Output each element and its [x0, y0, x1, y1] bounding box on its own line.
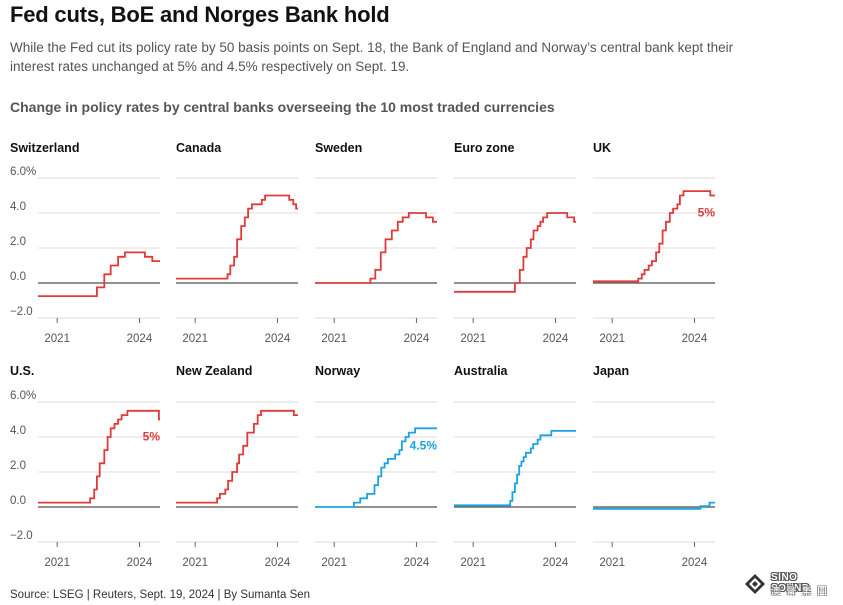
panel-label-japan: Japan — [593, 364, 629, 378]
x-tick-label-sweden: 2021 — [321, 333, 347, 345]
logo-diamond-icon — [745, 574, 765, 594]
chart-title: Fed cuts, BoE and Norges Bank hold — [10, 2, 390, 27]
panel-label-canada: Canada — [176, 141, 222, 155]
y-tick-label: 2.0 — [10, 460, 26, 472]
x-tick-label-euro-zone: 2021 — [460, 333, 486, 345]
panel-label-sweden: Sweden — [315, 141, 362, 155]
series-line-australia — [454, 430, 576, 507]
chart-subtitle: While the Fed cut its policy rate by 50 … — [10, 40, 734, 74]
x-tick-label-switzerland: 2024 — [127, 333, 153, 345]
x-tick-label-uk: 2021 — [599, 333, 625, 345]
logo-name: SINO SOUND — [771, 572, 810, 594]
x-tick-label-uk: 2024 — [682, 333, 708, 345]
series-line-canada — [176, 194, 298, 280]
series-line-norway — [315, 427, 437, 508]
x-tick-label-norway: 2021 — [321, 557, 347, 569]
x-tick-label-new-zealand: 2024 — [265, 557, 291, 569]
series-line-u-s — [38, 409, 160, 504]
annotation-uk: 5% — [698, 206, 716, 220]
panel-label-switzerland: Switzerland — [10, 141, 79, 155]
y-tick-label: 6.0% — [10, 390, 36, 402]
series-line-sweden — [315, 212, 437, 284]
panel-label-new-zealand: New Zealand — [176, 364, 252, 378]
x-tick-label-norway: 2024 — [404, 557, 430, 569]
y-tick-label: 4.0 — [10, 425, 26, 437]
y-tick-label: 0.0 — [10, 271, 26, 283]
panel-label-australia: Australia — [454, 364, 509, 378]
y-tick-label: −2.0 — [10, 530, 33, 542]
x-tick-label-japan: 2024 — [682, 557, 708, 569]
x-tick-label-u-s: 2024 — [127, 557, 153, 569]
y-tick-label: −2.0 — [10, 306, 33, 318]
x-tick-label-switzerland: 2021 — [44, 333, 70, 345]
x-tick-label-japan: 2021 — [599, 557, 625, 569]
x-tick-label-australia: 2021 — [460, 557, 486, 569]
small-multiples-charts: Switzerland 2021 2024 −2.0 0.0 2.0 4.0 6.0% Cana… — [10, 141, 716, 569]
y-tick-label: 0.0 — [10, 495, 26, 507]
annotation-u-s: 5% — [143, 430, 161, 444]
series-line-switzerland — [38, 251, 160, 297]
x-tick-label-sweden: 2024 — [404, 333, 430, 345]
annotation-norway: 4.5% — [410, 438, 438, 452]
panel-label-euro-zone: Euro zone — [454, 141, 514, 155]
x-tick-label-euro-zone: 2024 — [543, 333, 569, 345]
panel-label-norway: Norway — [315, 364, 360, 378]
x-tick-label-canada: 2024 — [265, 333, 291, 345]
series-line-uk — [593, 190, 715, 283]
x-tick-label-australia: 2024 — [543, 557, 569, 569]
panel-label-uk: UK — [593, 141, 611, 155]
sino-sound-logo: SINO SOUND 澳 聲 集 團 — [745, 572, 837, 598]
y-tick-label: 4.0 — [10, 201, 26, 213]
logo-chinese-name: 澳 聲 集 團 — [771, 586, 829, 596]
series-line-new-zealand — [176, 409, 298, 504]
x-tick-label-new-zealand: 2021 — [182, 557, 208, 569]
y-tick-label: 2.0 — [10, 236, 26, 248]
y-tick-label: 6.0% — [10, 166, 36, 178]
series-line-euro-zone — [454, 212, 576, 293]
source-note: Source: LSEG | Reuters, Sept. 19, 2024 |… — [10, 589, 311, 601]
x-tick-label-u-s: 2021 — [44, 557, 70, 569]
chart-heading: Change in policy rates by central banks … — [10, 99, 555, 115]
panel-label-u-s: U.S. — [10, 364, 34, 378]
series-line-japan — [593, 501, 715, 510]
x-tick-label-canada: 2021 — [182, 333, 208, 345]
